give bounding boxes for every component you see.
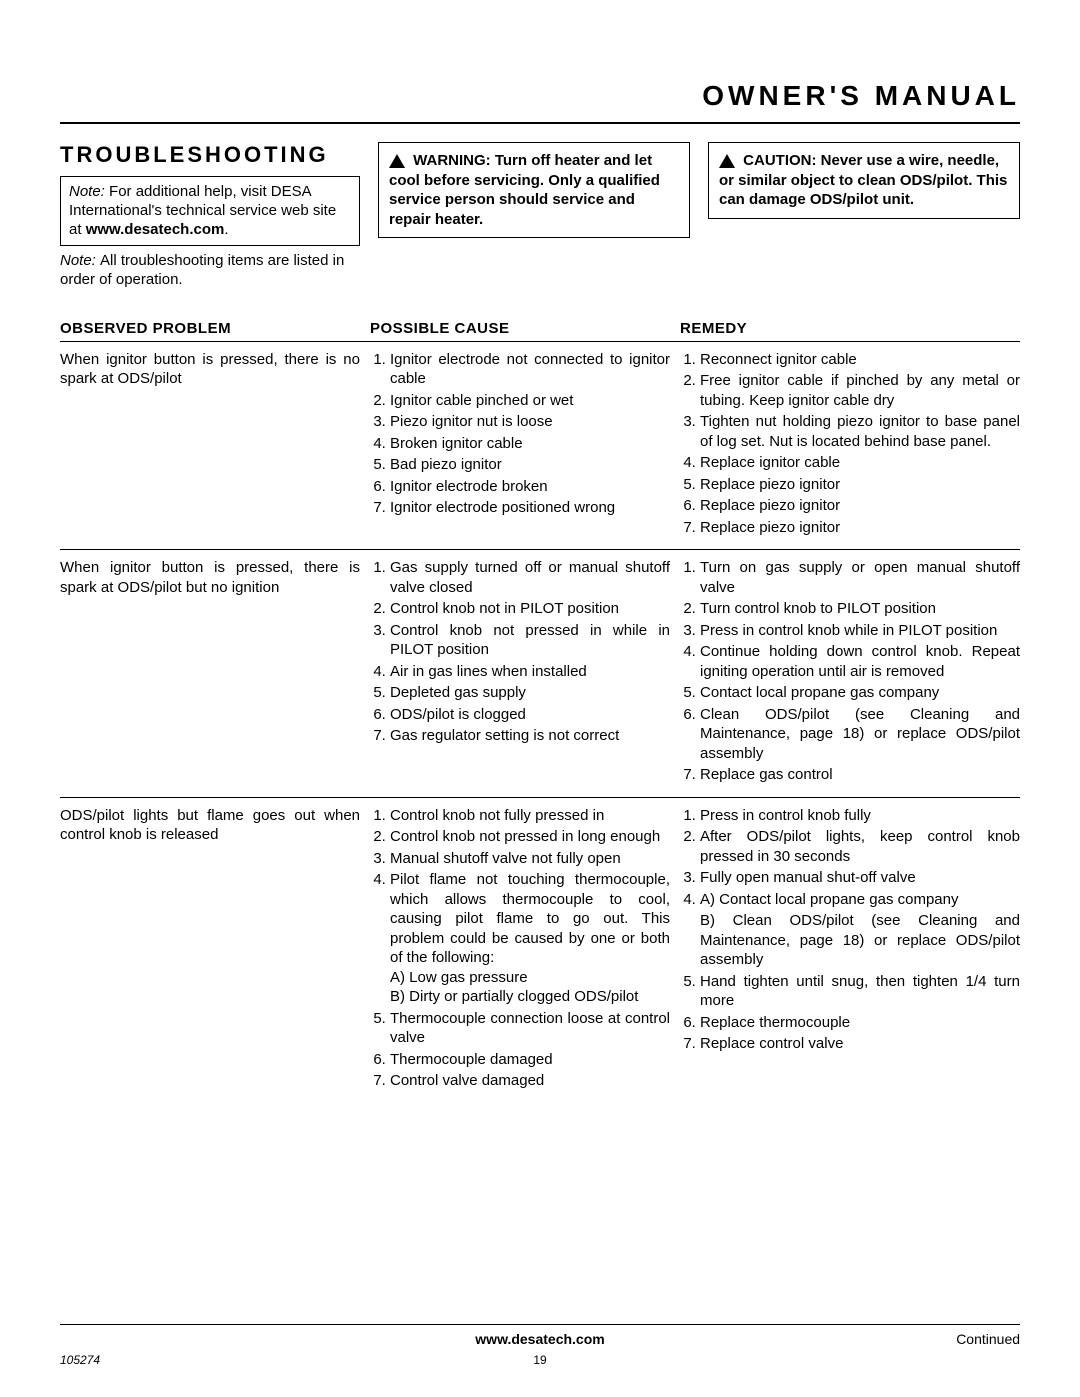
warning-icon [389, 154, 405, 168]
note-prefix: Note: [69, 183, 105, 200]
cause-item: Ignitor electrode not connected to ignit… [390, 350, 670, 389]
cause-cell: Ignitor electrode not connected to ignit… [370, 350, 680, 540]
note-under: Note: All troubleshooting items are list… [60, 252, 360, 290]
cause-item: ODS/pilot is clogged [390, 705, 670, 725]
problem-cell: When ignitor button is pressed, there is… [60, 350, 370, 540]
caution-text: CAUTION: Never use a wire, needle, or si… [719, 152, 1007, 208]
cause-cell: Gas supply turned off or manual shutoff … [370, 558, 680, 787]
cause-item: Depleted gas supply [390, 683, 670, 703]
section-heading: TROUBLESHOOTING [60, 142, 360, 168]
cause-item: Manual shutoff valve not fully open [390, 849, 670, 869]
remedy-item: Turn control knob to PILOT position [700, 599, 1020, 619]
remedy-item: Replace gas control [700, 765, 1020, 785]
cause-item: Control valve damaged [390, 1071, 670, 1091]
remedy-item: Hand tighten until snug, then tighten 1/… [700, 972, 1020, 1011]
footer: www.desatech.com Continued [60, 1324, 1020, 1347]
remedy-item: Continue holding down control knob. Repe… [700, 642, 1020, 681]
remedy-item: Fully open manual shut-off valve [700, 868, 1020, 888]
note-url: www.desatech.com [86, 221, 225, 238]
footer-row2: 105274 19 [60, 1353, 1020, 1367]
footer-left [60, 1331, 475, 1347]
problem-cell: ODS/pilot lights but flame goes out when… [60, 806, 370, 1093]
remedy-item: Replace piezo ignitor [700, 475, 1020, 495]
table-header-row: OBSERVED PROBLEM POSSIBLE CAUSE REMEDY [60, 320, 1020, 342]
remedy-cell: Turn on gas supply or open manual shutof… [680, 558, 1020, 787]
cause-item: Control knob not fully pressed in [390, 806, 670, 826]
cause-cell: Control knob not fully pressed inControl… [370, 806, 680, 1093]
remedy-item: Reconnect ignitor cable [700, 350, 1020, 370]
remedy-item: Turn on gas supply or open manual shutof… [700, 558, 1020, 597]
remedy-item: A) Contact local propane gas companyB) C… [700, 890, 1020, 970]
cause-item: Thermocouple connection loose at control… [390, 1009, 670, 1048]
remedy-item: Free ignitor cable if pinched by any met… [700, 371, 1020, 410]
remedy-item: Press in control knob fully [700, 806, 1020, 826]
page: OWNER'S MANUAL TROUBLESHOOTING Note: For… [0, 0, 1080, 1397]
remedy-item: Replace piezo ignitor [700, 518, 1020, 538]
remedy-subitem: B) Clean ODS/pilot (see Cleaning and Mai… [700, 911, 1020, 970]
cause-item: Control knob not pressed in long enough [390, 827, 670, 847]
cause-item: Gas supply turned off or manual shutoff … [390, 558, 670, 597]
cause-item: Control knob not in PILOT position [390, 599, 670, 619]
table-header-cause: POSSIBLE CAUSE [370, 320, 680, 337]
note-box: Note: For additional help, visit DESA In… [60, 176, 360, 246]
table-row: When ignitor button is pressed, there is… [60, 550, 1020, 798]
cause-item: Bad piezo ignitor [390, 455, 670, 475]
cause-item: Pilot flame not touching thermocouple, w… [390, 870, 670, 1007]
footer-right-spacer [547, 1353, 1020, 1367]
footer-docnum: 105274 [60, 1353, 533, 1367]
footer-continued: Continued [605, 1331, 1020, 1347]
remedy-subitem: A) Contact local propane gas company [700, 890, 1020, 910]
warning-text: WARNING: Turn off heater and let cool be… [389, 152, 660, 228]
cause-item: Control knob not pressed in while in PIL… [390, 621, 670, 660]
cause-item: Ignitor electrode positioned wrong [390, 498, 670, 518]
note-under-text: All troubleshooting items are listed in … [60, 252, 344, 288]
cause-item: Ignitor cable pinched or wet [390, 391, 670, 411]
intro-left: TROUBLESHOOTING Note: For additional hel… [60, 142, 360, 290]
page-title: OWNER'S MANUAL [60, 80, 1020, 124]
remedy-item: Replace thermocouple [700, 1013, 1020, 1033]
remedy-item: Clean ODS/pilot (see Cleaning and Mainte… [700, 705, 1020, 764]
table-row: ODS/pilot lights but flame goes out when… [60, 798, 1020, 1103]
remedy-item: Replace control valve [700, 1034, 1020, 1054]
cause-item: Piezo ignitor nut is loose [390, 412, 670, 432]
table-header-remedy: REMEDY [680, 320, 1020, 337]
remedy-item: After ODS/pilot lights, keep control kno… [700, 827, 1020, 866]
remedy-item: Tighten nut holding piezo ignitor to bas… [700, 412, 1020, 451]
cause-item: Ignitor electrode broken [390, 477, 670, 497]
problem-cell: When ignitor button is pressed, there is… [60, 558, 370, 787]
remedy-item: Press in control knob while in PILOT pos… [700, 621, 1020, 641]
remedy-cell: Press in control knob fullyAfter ODS/pil… [680, 806, 1020, 1093]
cause-item: Thermocouple damaged [390, 1050, 670, 1070]
footer-pagenum: 19 [533, 1353, 546, 1367]
cause-item: Air in gas lines when installed [390, 662, 670, 682]
table-body: When ignitor button is pressed, there is… [60, 342, 1020, 1103]
caution-icon [719, 154, 735, 168]
warning-box: WARNING: Turn off heater and let cool be… [378, 142, 690, 238]
table-row: When ignitor button is pressed, there is… [60, 342, 1020, 551]
cause-item: Broken ignitor cable [390, 434, 670, 454]
note-under-prefix: Note: [60, 252, 100, 269]
troubleshooting-table: OBSERVED PROBLEM POSSIBLE CAUSE REMEDY W… [60, 320, 1020, 1103]
intro-row: TROUBLESHOOTING Note: For additional hel… [60, 142, 1020, 290]
caution-box: CAUTION: Never use a wire, needle, or si… [708, 142, 1020, 219]
cause-item: Gas regulator setting is not correct [390, 726, 670, 746]
remedy-item: Contact local propane gas company [700, 683, 1020, 703]
remedy-item: Replace ignitor cable [700, 453, 1020, 473]
table-header-problem: OBSERVED PROBLEM [60, 320, 370, 337]
remedy-cell: Reconnect ignitor cableFree ignitor cabl… [680, 350, 1020, 540]
remedy-item: Replace piezo ignitor [700, 496, 1020, 516]
footer-url: www.desatech.com [475, 1331, 604, 1347]
note-suffix: . [224, 221, 228, 238]
